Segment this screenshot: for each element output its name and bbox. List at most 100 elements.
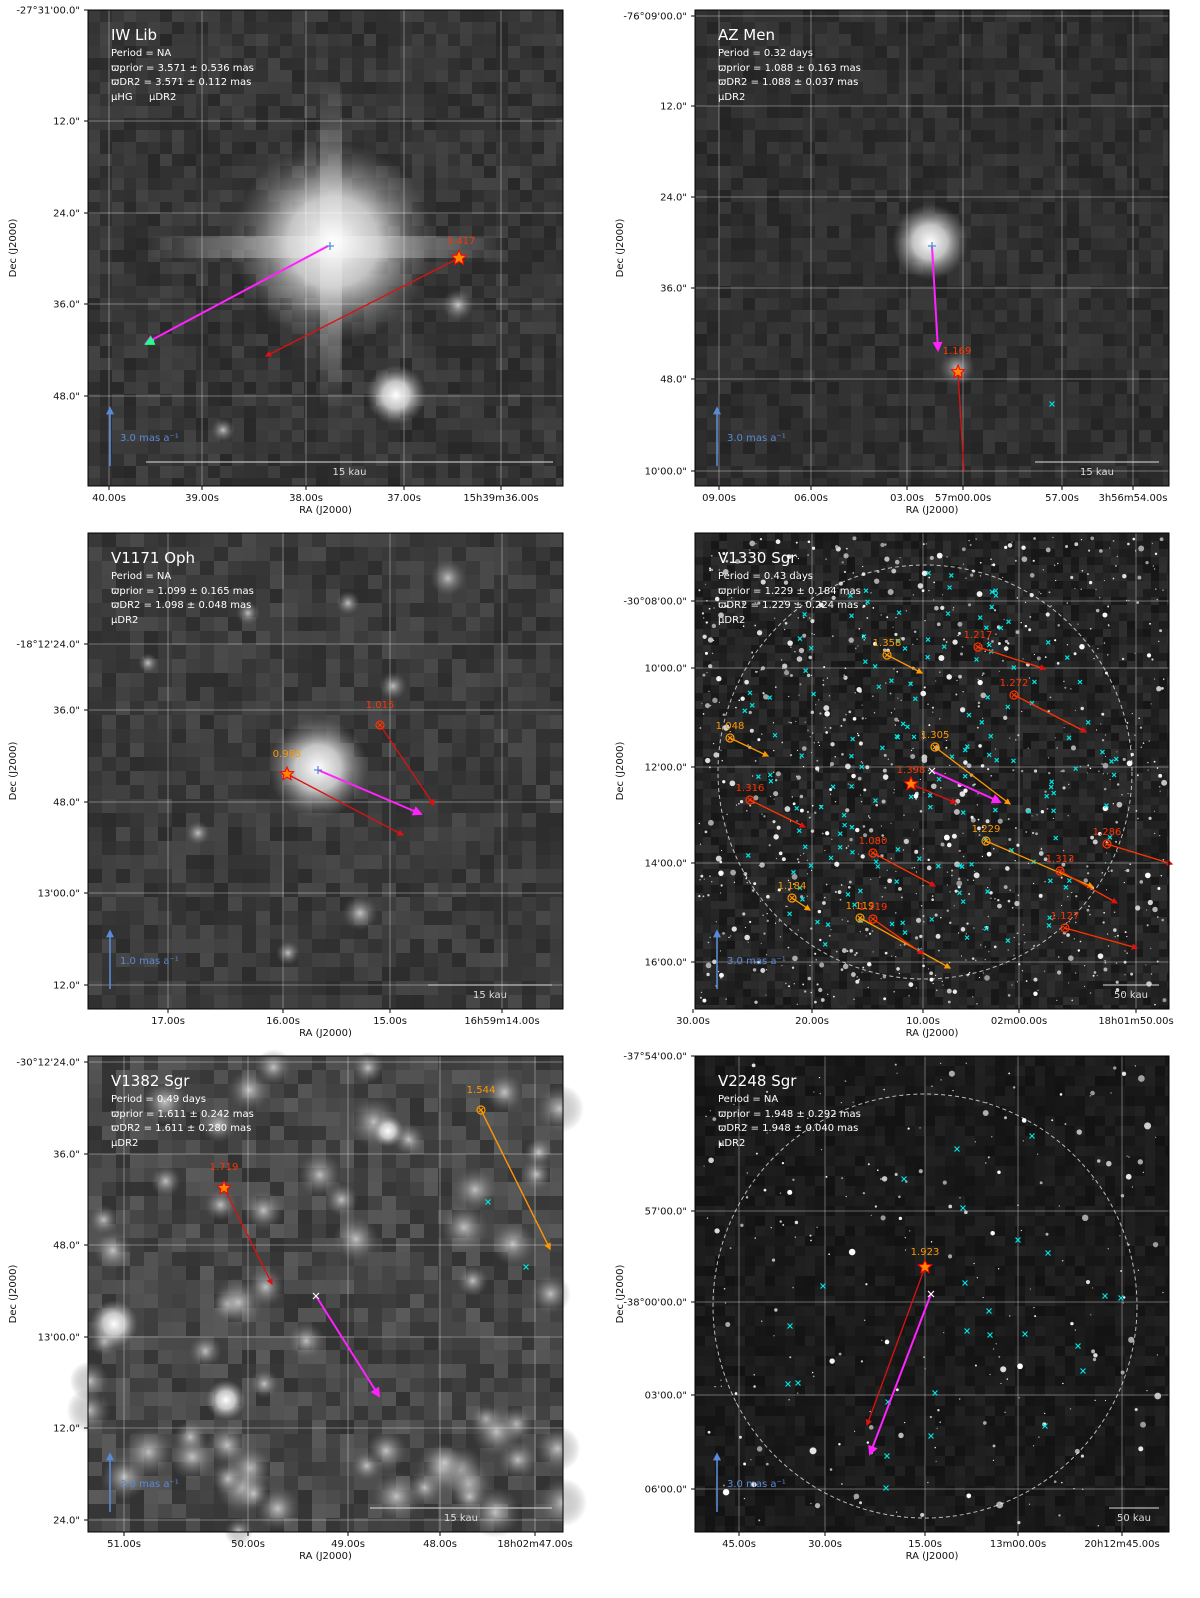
noise-pixel <box>1115 70 1127 82</box>
panel-title: V1171 Oph <box>111 549 195 567</box>
noise-pixel <box>354 715 368 729</box>
noise-pixel <box>208 58 220 70</box>
noise-pixel <box>304 478 316 486</box>
noise-pixel <box>1007 310 1019 322</box>
noise-pixel <box>695 58 707 70</box>
noise-pixel <box>312 897 326 911</box>
noise-pixel <box>400 22 412 34</box>
noise-pixel <box>102 687 116 701</box>
noise-pixel <box>1007 82 1019 94</box>
noise-pixel <box>727 549 735 557</box>
noise-pixel <box>743 94 755 106</box>
noise-pixel <box>228 687 242 701</box>
noise-pixel <box>242 645 256 659</box>
noise-pixel <box>1043 58 1055 70</box>
noise-pixel <box>767 94 779 106</box>
noise-pixel <box>232 442 244 454</box>
noise-pixel <box>727 533 735 541</box>
noise-pixel <box>1151 581 1159 589</box>
noise-pixel <box>1115 22 1127 34</box>
noise-pixel <box>863 178 875 190</box>
noise-pixel <box>508 603 522 617</box>
noise-pixel <box>136 478 148 486</box>
noise-pixel <box>803 94 815 106</box>
noise-pixel <box>280 346 292 358</box>
noise-pixel <box>396 995 410 1009</box>
noise-pixel <box>695 106 707 118</box>
noise-pixel <box>136 58 148 70</box>
noise-pixel <box>1043 286 1055 298</box>
noise-pixel <box>100 22 112 34</box>
noise-pixel <box>436 190 448 202</box>
noise-pixel <box>508 799 522 813</box>
noise-pixel <box>791 454 803 466</box>
noise-pixel <box>887 549 895 557</box>
noise-pixel <box>951 589 959 597</box>
noise-pixel <box>731 250 743 262</box>
noise-pixel <box>424 953 438 967</box>
noise-pixel <box>424 322 436 334</box>
noise-pixel <box>496 70 508 82</box>
noise-pixel <box>508 855 522 869</box>
noise-pixel <box>184 226 196 238</box>
noise-pixel <box>326 883 340 897</box>
noise-pixel <box>520 214 532 226</box>
noise-pixel <box>975 573 983 581</box>
noise-pixel <box>1067 442 1079 454</box>
noise-pixel <box>340 46 352 58</box>
noise-pixel <box>436 94 448 106</box>
noise-pixel <box>887 274 899 286</box>
noise-pixel <box>196 466 208 478</box>
noise-pixel <box>779 442 791 454</box>
noise-pixel <box>232 370 244 382</box>
noise-pixel <box>911 466 923 478</box>
noise-pixel <box>196 226 208 238</box>
noise-pixel <box>1139 286 1151 298</box>
noise-pixel <box>1139 94 1151 106</box>
noise-pixel <box>364 466 376 478</box>
noise-pixel <box>887 478 899 486</box>
noise-pixel <box>536 729 550 743</box>
noise-pixel <box>196 478 208 486</box>
noise-pixel <box>863 154 875 166</box>
noise-pixel <box>1139 370 1151 382</box>
noise-pixel <box>1103 557 1111 565</box>
noise-pixel <box>935 430 947 442</box>
noise-pixel <box>88 645 102 659</box>
noise-pixel <box>472 94 484 106</box>
noise-pixel <box>520 82 532 94</box>
ra-tick-label: 37.00s <box>387 493 421 504</box>
noise-pixel <box>927 581 935 589</box>
noise-pixel <box>270 701 284 715</box>
noise-pixel <box>815 565 823 573</box>
noise-pixel <box>208 118 220 130</box>
noise-pixel <box>1151 22 1163 34</box>
noise-pixel <box>396 603 410 617</box>
noise-pixel <box>88 869 102 883</box>
noise-pixel <box>831 541 839 549</box>
noise-pixel <box>550 995 563 1009</box>
noise-pixel <box>935 541 943 549</box>
noise-pixel <box>839 454 851 466</box>
noise-pixel <box>755 274 767 286</box>
noise-pixel <box>452 645 466 659</box>
noise-pixel <box>228 547 242 561</box>
noise-pixel <box>196 22 208 34</box>
noise-pixel <box>923 298 935 310</box>
noise-pixel <box>971 310 983 322</box>
dec-tick-label: 12.0" <box>660 102 687 113</box>
ra-tick-label: 17.00s <box>151 1016 185 1027</box>
noise-pixel <box>102 715 116 729</box>
noise-pixel <box>400 142 412 154</box>
noise-pixel <box>472 406 484 418</box>
noise-pixel <box>935 106 947 118</box>
noise-pixel <box>1019 274 1031 286</box>
noise-pixel <box>484 274 496 286</box>
noise-pixel <box>172 799 186 813</box>
noise-pixel <box>480 715 494 729</box>
noise-pixel <box>983 58 995 70</box>
noise-pixel <box>815 358 827 370</box>
noise-pixel <box>943 557 951 565</box>
noise-pixel <box>556 442 563 454</box>
noise-pixel <box>951 565 959 573</box>
